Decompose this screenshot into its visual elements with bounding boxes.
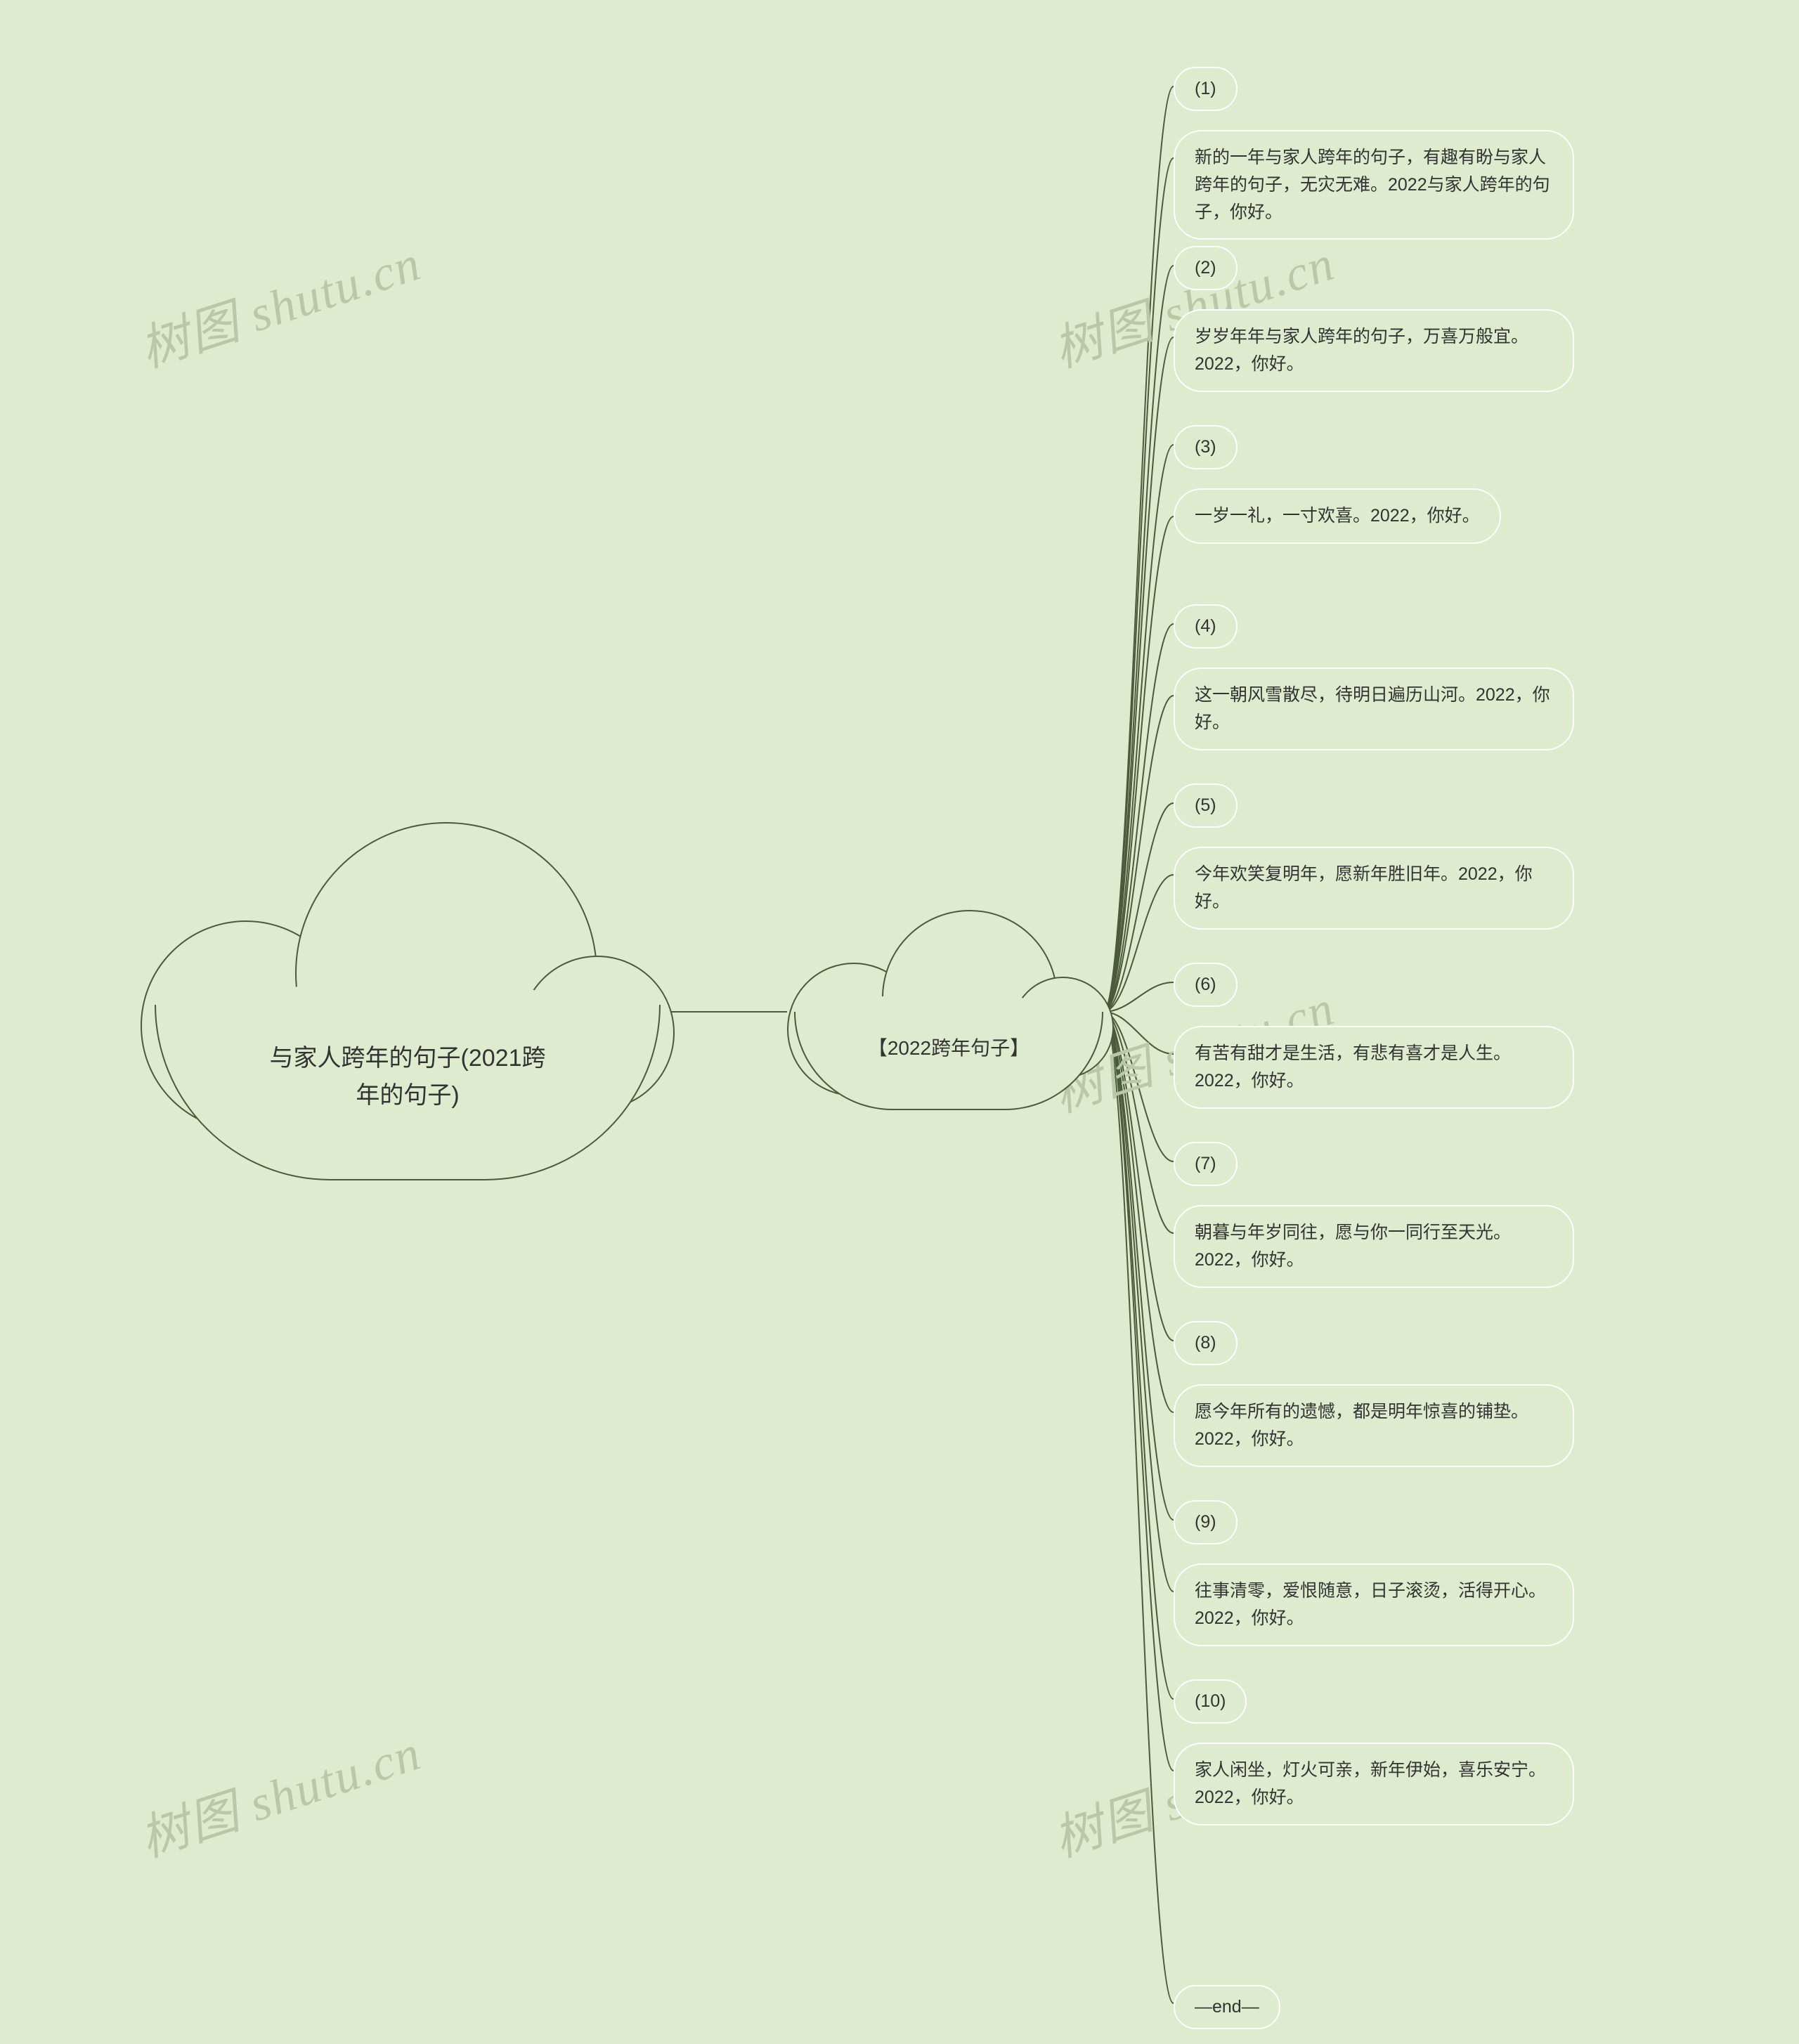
root-node: 与家人跨年的句子(2021跨 年的句子) — [155, 815, 661, 1180]
leaf-number: (5) — [1174, 783, 1238, 828]
sub-title: 【2022跨年句子】 — [794, 1033, 1103, 1063]
leaf-text: 这一朝风雪散尽，待明日遍历山河。2022，你好。 — [1174, 668, 1574, 750]
leaf-number: (9) — [1174, 1500, 1238, 1544]
leaf-number: (4) — [1174, 604, 1238, 649]
mindmap-canvas: 树图 shutu.cn树图 shutu.cn树图 shutu.cn树图 shut… — [0, 0, 1799, 2044]
leaf-number: (10) — [1174, 1679, 1247, 1724]
leaf-number: (8) — [1174, 1321, 1238, 1365]
leaf-text: 愿今年所有的遗憾，都是明年惊喜的铺垫。2022，你好。 — [1174, 1384, 1574, 1467]
leaf-end: —end— — [1174, 1985, 1280, 2029]
leaf-number: (1) — [1174, 67, 1238, 111]
root-title: 与家人跨年的句子(2021跨 年的句子) — [155, 1040, 661, 1114]
leaf-text: 一岁一礼，一寸欢喜。2022，你好。 — [1174, 488, 1501, 544]
root-title-line2: 年的句子) — [356, 1082, 459, 1109]
leaf-text: 今年欢笑复明年，愿新年胜旧年。2022，你好。 — [1174, 847, 1574, 930]
sub-node: 【2022跨年句子】 — [794, 906, 1103, 1110]
watermark: 树图 shutu.cn — [130, 1713, 429, 1870]
leaf-number: (2) — [1174, 246, 1238, 290]
leaf-text: 家人闲坐，灯火可亲，新年伊始，喜乐安宁。2022，你好。 — [1174, 1743, 1574, 1825]
leaf-text: 有苦有甜才是生活，有悲有喜才是人生。2022，你好。 — [1174, 1026, 1574, 1109]
leaf-text: 岁岁年年与家人跨年的句子，万喜万般宜。2022，你好。 — [1174, 309, 1574, 392]
leaf-number: (3) — [1174, 425, 1238, 469]
watermark: 树图 shutu.cn — [130, 223, 429, 381]
root-title-line1: 与家人跨年的句子(2021跨 — [270, 1045, 546, 1072]
leaf-number: (6) — [1174, 963, 1238, 1007]
leaf-text: 新的一年与家人跨年的句子，有趣有盼与家人跨年的句子，无灾无难。2022与家人跨年… — [1174, 130, 1574, 240]
leaf-text: 往事清零，爱恨随意，日子滚烫，活得开心。2022，你好。 — [1174, 1563, 1574, 1646]
leaf-text: 朝暮与年岁同往，愿与你一同行至天光。2022，你好。 — [1174, 1205, 1574, 1288]
leaf-number: (7) — [1174, 1142, 1238, 1186]
